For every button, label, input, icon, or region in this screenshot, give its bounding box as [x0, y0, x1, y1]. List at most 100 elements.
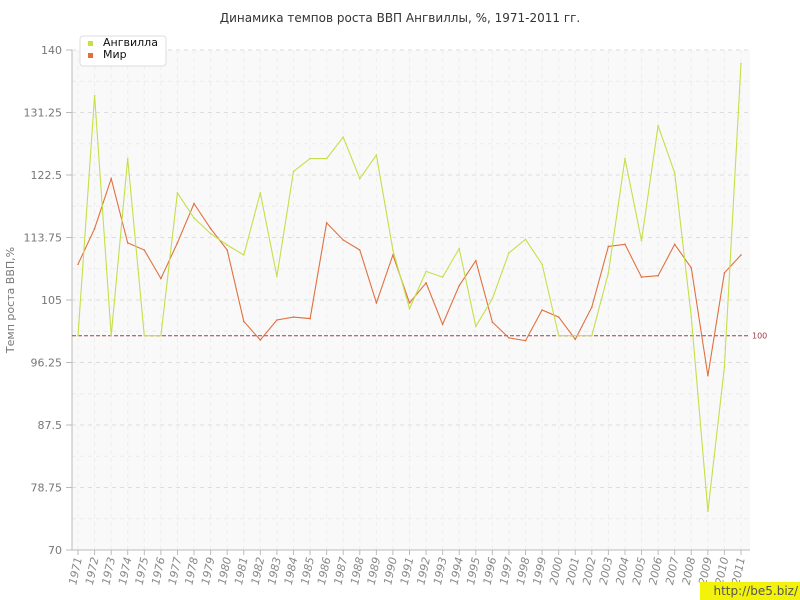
- data-point: [325, 157, 328, 160]
- data-point: [707, 510, 709, 513]
- data-point: [458, 284, 461, 287]
- data-point: [425, 282, 427, 284]
- x-tick-label: 1994: [448, 556, 467, 586]
- data-point: [93, 227, 96, 230]
- x-tick-label: 2010: [713, 556, 732, 586]
- data-point: [358, 249, 361, 251]
- data-point: [408, 307, 411, 310]
- x-tick-label: 1985: [298, 556, 317, 586]
- x-tick-label: 1989: [365, 556, 384, 586]
- data-point: [607, 245, 610, 248]
- data-point: [176, 192, 179, 194]
- data-point: [325, 222, 328, 224]
- data-point: [574, 338, 577, 341]
- legend-entry: Мир: [103, 48, 127, 61]
- x-tick-label: 2009: [696, 556, 715, 586]
- data-point: [541, 309, 543, 311]
- x-tick-label: 1979: [199, 556, 218, 586]
- x-tick-label: 1992: [414, 556, 433, 586]
- data-point: [392, 254, 394, 256]
- x-tick-label: 1974: [116, 556, 135, 586]
- legend-swatch: [88, 41, 93, 46]
- data-point: [226, 249, 228, 251]
- data-point: [475, 259, 477, 262]
- data-point: [524, 238, 527, 241]
- data-point: [358, 177, 361, 180]
- data-point: [640, 239, 643, 242]
- data-point: [226, 244, 228, 246]
- x-tick-label: 1977: [166, 556, 185, 586]
- data-point: [160, 277, 162, 280]
- x-tick-label: 1991: [398, 556, 417, 586]
- data-point: [657, 274, 659, 277]
- y-tick-label: 113.75: [24, 232, 63, 245]
- x-tick-label: 1983: [265, 556, 284, 586]
- data-point: [77, 263, 79, 266]
- data-point: [624, 243, 626, 246]
- series-group: [77, 62, 742, 513]
- data-point: [392, 249, 394, 251]
- y-axis-label: Темп роста ВВП,%: [4, 247, 17, 354]
- legend-box: [79, 35, 167, 67]
- data-point: [276, 319, 278, 321]
- data-point: [607, 272, 610, 274]
- data-point: [209, 232, 212, 235]
- data-point: [126, 242, 129, 244]
- data-point: [541, 263, 543, 266]
- data-point: [425, 270, 427, 273]
- data-point: [143, 334, 146, 337]
- x-tick-label: 1976: [149, 556, 168, 586]
- data-point: [126, 157, 129, 160]
- data-point: [408, 302, 411, 304]
- data-point: [707, 374, 709, 377]
- data-point: [673, 172, 676, 174]
- data-point: [591, 306, 593, 308]
- x-tick-label: 2000: [547, 556, 566, 586]
- chart-title: Динамика темпов роста ВВП Ангвиллы, %, 1…: [220, 11, 581, 25]
- x-tick-label: 1982: [249, 556, 268, 586]
- y-tick-label: 96.25: [31, 357, 63, 370]
- x-tick-label: 1986: [315, 556, 334, 586]
- y-tick-label: 131.25: [24, 107, 63, 120]
- data-point: [491, 321, 494, 323]
- y-tick-label: 122.5: [31, 169, 63, 182]
- x-tick-label: 1984: [282, 556, 301, 586]
- x-tick-label: 1997: [497, 556, 516, 586]
- data-point: [375, 302, 378, 304]
- data-point: [110, 177, 112, 180]
- data-point: [309, 317, 311, 320]
- x-tick-label: 1995: [464, 556, 483, 586]
- data-point: [292, 316, 295, 318]
- data-point: [209, 227, 212, 230]
- x-tick-label: 1987: [332, 556, 351, 586]
- x-tick-label: 1975: [133, 556, 152, 586]
- data-point: [375, 154, 378, 156]
- legend-entry: Ангвилла: [103, 36, 158, 49]
- data-point: [110, 334, 112, 337]
- data-point: [740, 254, 742, 256]
- x-tick-label: 1988: [348, 556, 367, 586]
- y-tick-label: 70: [48, 544, 62, 557]
- watermark[interactable]: http://be5.biz/: [700, 582, 800, 600]
- data-point: [723, 272, 726, 274]
- data-point: [640, 276, 643, 278]
- data-point: [441, 276, 444, 278]
- data-point: [160, 334, 162, 337]
- data-point: [441, 323, 444, 326]
- reference-line-label: 100: [752, 332, 767, 341]
- data-point: [143, 249, 146, 251]
- y-tick-label: 105: [41, 294, 62, 307]
- x-tick-label: 2007: [663, 556, 682, 586]
- data-point: [276, 275, 278, 278]
- x-tick-label: 1973: [100, 556, 119, 586]
- data-point: [259, 192, 262, 194]
- data-point: [342, 239, 345, 241]
- x-tick-label: 2004: [613, 556, 632, 586]
- x-axis: 1971197219731974197519761977197819791980…: [66, 550, 748, 586]
- data-point: [176, 242, 179, 244]
- y-tick-label: 78.75: [31, 482, 63, 495]
- data-point: [259, 339, 262, 341]
- data-point: [673, 243, 676, 246]
